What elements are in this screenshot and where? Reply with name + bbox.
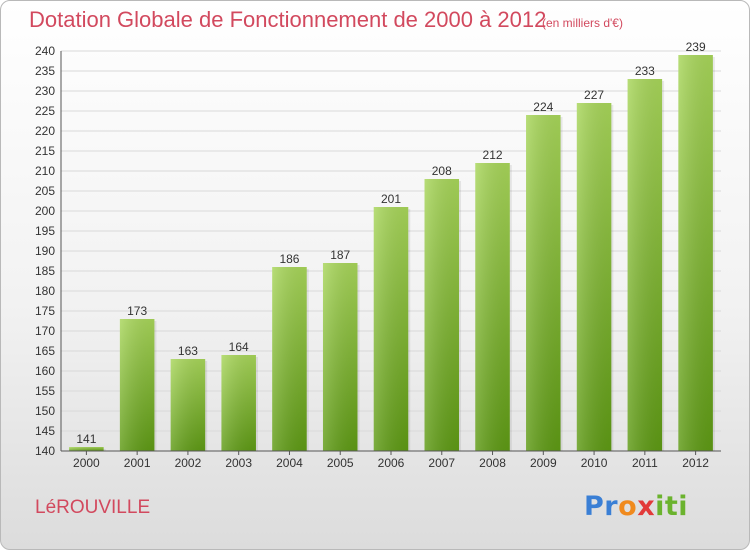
bar-highlight [475,163,510,451]
x-tick-label: 2010 [581,456,608,470]
x-tick-label: 2011 [632,456,658,470]
x-tick-label: 2007 [428,456,455,470]
y-tick-label: 195 [35,224,55,238]
chart-title: Dotation Globale de Fonctionnement de 20… [29,7,547,32]
y-tick-label: 215 [35,144,55,158]
y-tick-label: 185 [35,264,55,278]
data-label: 208 [432,164,452,178]
bar-highlight [373,207,409,451]
x-tick-label: 2012 [682,456,709,470]
data-label: 227 [584,88,604,102]
data-label: 224 [533,100,553,114]
data-label: 233 [635,64,655,78]
bar-highlight [678,55,713,451]
bar-layer [69,55,715,451]
x-tick-label: 2009 [530,456,557,470]
data-label: 173 [127,304,147,318]
x-tick-label: 2005 [327,456,354,470]
data-label: 212 [483,148,503,162]
x-tick-label: 2003 [225,456,252,470]
y-tick-label: 230 [35,84,55,98]
y-tick-label: 160 [35,364,55,378]
x-tick-label: 2000 [73,456,100,470]
x-tick-label: 2001 [124,456,151,470]
axis-layer: 1401451501551601651701751801851901952002… [35,40,721,470]
data-label: 186 [279,252,299,266]
bar-highlight [424,179,460,451]
y-tick-label: 145 [35,424,55,438]
y-tick-label: 180 [35,284,55,298]
bar-highlight [69,447,104,451]
data-label: 164 [229,340,249,354]
y-tick-label: 155 [35,384,55,398]
y-tick-label: 210 [35,164,55,178]
x-tick-label: 2006 [378,456,405,470]
bar-highlight [576,103,612,451]
y-tick-label: 190 [35,244,55,258]
x-tick-label: 2002 [175,456,202,470]
x-tick-label: 2004 [276,456,303,470]
y-tick-label: 200 [35,204,55,218]
logo-letter: r [604,491,619,522]
commune-name: LéROUVILLE [35,497,151,518]
logo-letter: P [584,491,605,522]
proxiti-logo: Proxiti [584,491,688,522]
bar-highlight [221,355,256,451]
bar-highlight [119,319,155,451]
x-tick-label: 2008 [479,456,506,470]
data-label: 163 [178,344,198,358]
bar-highlight [272,267,307,451]
logo-letter: t [664,491,679,522]
y-tick-label: 240 [35,44,55,58]
chart-subtitle: (en milliers d'€) [542,16,623,30]
y-tick-label: 220 [35,124,55,138]
y-tick-label: 225 [35,104,55,118]
logo-letter: i [655,491,665,522]
y-tick-label: 150 [35,404,55,418]
data-label: 141 [76,432,96,446]
y-tick-label: 165 [35,344,55,358]
y-tick-label: 235 [35,64,55,78]
data-label: 187 [330,248,350,262]
y-tick-label: 205 [35,184,55,198]
y-tick-label: 170 [35,324,55,338]
y-tick-label: 140 [35,444,55,458]
y-tick-label: 175 [35,304,55,318]
bar-highlight [322,263,358,451]
bar-highlight [170,359,206,451]
logo-letter: o [618,491,638,522]
bar-highlight [627,79,663,451]
data-label: 239 [686,40,706,54]
logo-letter: i [678,491,689,522]
data-label: 201 [381,192,401,206]
logo-letter: x [637,491,656,522]
bar-highlight [526,115,561,451]
